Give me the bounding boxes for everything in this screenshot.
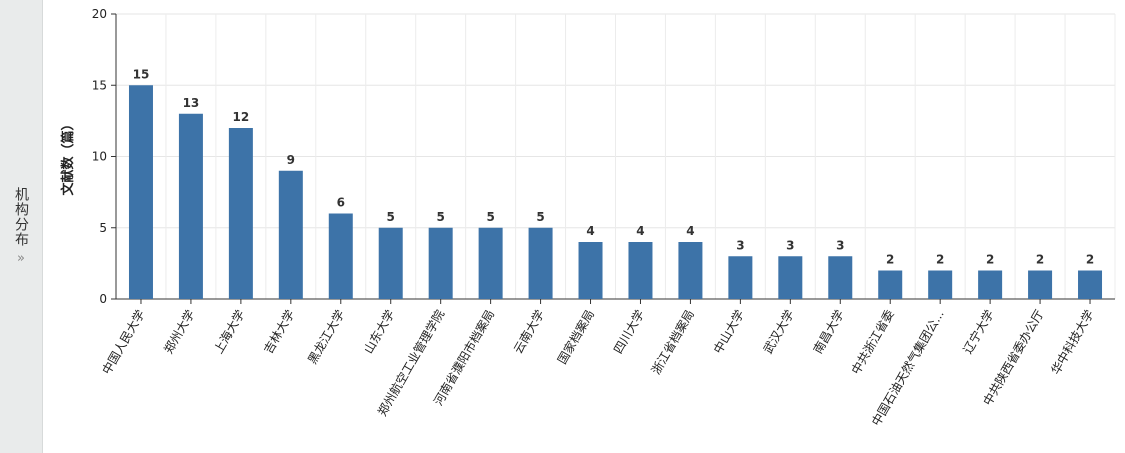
bar[interactable]: [928, 270, 953, 300]
bar-value-label: 15: [133, 67, 150, 81]
bar[interactable]: [178, 113, 203, 299]
bar[interactable]: [878, 270, 903, 300]
x-tick-label: 浙江省档案局: [648, 307, 697, 377]
bar-value-label: 2: [886, 253, 894, 267]
y-axis-title: 文献数（篇）: [60, 117, 76, 195]
bar-value-label: 2: [1036, 253, 1044, 267]
x-tick-label: 黑龙江大学: [304, 307, 347, 366]
bar[interactable]: [678, 242, 703, 299]
bar-value-label: 5: [436, 210, 444, 224]
bar[interactable]: [728, 256, 753, 299]
x-tick-label: 山东大学: [360, 307, 397, 356]
x-tick-label: 武汉大学: [760, 307, 797, 356]
bar-value-label: 4: [586, 224, 594, 238]
bar-value-label: 13: [183, 96, 200, 110]
bar-layer: 15 13 12 9 6 5 5 5 5 4 4 4 3 3 3 2 2 2 2 2: [128, 67, 1103, 300]
bar-value-label: 6: [337, 196, 345, 210]
bar[interactable]: [828, 256, 853, 299]
y-tick-label: 5: [99, 221, 107, 235]
bar-value-label: 3: [736, 238, 744, 252]
grid-layer: [116, 13, 1116, 300]
x-tick-label: 四川大学: [610, 307, 647, 356]
bar-value-label: 9: [287, 153, 295, 167]
bar-value-label: 12: [233, 110, 250, 124]
bar[interactable]: [978, 270, 1003, 300]
x-tick-label: 国家档案局: [554, 307, 597, 366]
side-tab-institution-distribution[interactable]: 机构分布 »: [0, 0, 43, 453]
y-tick-label: 15: [92, 78, 107, 92]
bar[interactable]: [1078, 270, 1103, 300]
bar[interactable]: [528, 227, 553, 299]
bar-value-label: 5: [387, 210, 395, 224]
x-tick-label: 吉林大学: [260, 307, 297, 356]
side-tab-label: 机构分布: [13, 187, 29, 247]
x-tick-label: 中国人民大学: [99, 307, 148, 377]
bar-value-label: 4: [686, 224, 694, 238]
x-tick-label: 南昌大学: [810, 307, 847, 356]
bar[interactable]: [578, 242, 603, 299]
x-tick-label: 华中科技大学: [1048, 307, 1097, 377]
bar-value-label: 5: [536, 210, 544, 224]
bar[interactable]: [128, 85, 153, 299]
bar-value-label: 4: [636, 224, 644, 238]
y-tick-label: 0: [99, 292, 107, 306]
x-tick-label: 中山大学: [710, 307, 747, 356]
x-tick-label: 上海大学: [210, 307, 247, 356]
bar[interactable]: [628, 242, 653, 299]
bar-value-label: 2: [1086, 253, 1094, 267]
x-tick-label: 中共浙江省委: [848, 307, 897, 377]
bar-value-label: 3: [786, 238, 794, 252]
bar-value-label: 5: [486, 210, 494, 224]
bar[interactable]: [478, 227, 503, 299]
x-tick-label: 云南大学: [510, 307, 547, 356]
x-tick-label: 辽宁大学: [960, 307, 997, 356]
y-tick-label: 10: [92, 150, 107, 164]
y-tick-label: 20: [92, 7, 107, 21]
bar[interactable]: [228, 128, 253, 299]
chevron-right-icon: »: [17, 251, 25, 266]
bar[interactable]: [1028, 270, 1053, 300]
bar-value-label: 3: [836, 238, 844, 252]
bar[interactable]: [328, 213, 353, 300]
bar[interactable]: [278, 170, 303, 299]
bar[interactable]: [428, 227, 453, 299]
x-tick-label: 郑州大学: [161, 307, 198, 356]
bar[interactable]: [778, 256, 803, 299]
bar[interactable]: [378, 227, 403, 299]
bar-value-label: 2: [936, 253, 944, 267]
bar-value-label: 2: [986, 253, 994, 267]
